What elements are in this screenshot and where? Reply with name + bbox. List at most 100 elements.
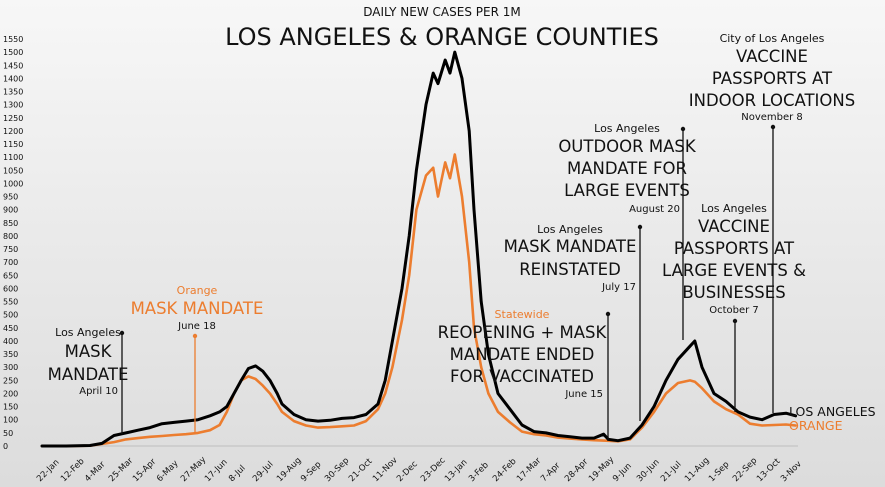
- x-tick-label: 4-Mar: [83, 459, 108, 484]
- x-tick-label: 3-Nov: [779, 459, 804, 484]
- y-axis: 0 50 100 150 200 250 300 350 400 450 500 550 600 650 7…: [3, 35, 23, 451]
- x-tick-label: 30-Jun: [635, 458, 662, 485]
- x-tick-label: 12-Feb: [59, 457, 87, 485]
- annotation-org: Los Angeles: [701, 202, 767, 215]
- annotation-text: BUSINESSES: [682, 283, 785, 302]
- series-line-orange: [40, 153, 797, 448]
- y-tick-label: 950: [3, 193, 18, 202]
- y-tick-label: 700: [3, 258, 18, 267]
- x-tick-label: 3-Feb: [467, 460, 491, 484]
- x-tick-label: 22-Jan: [35, 458, 61, 484]
- y-tick-label: 1050: [3, 166, 23, 175]
- y-tick-label: 1250: [3, 114, 23, 123]
- annotation-text: VACCINE: [736, 47, 808, 66]
- series-line-los-angeles: [40, 50, 798, 448]
- annotation-dot: [605, 311, 611, 317]
- y-tick-label: 1350: [3, 88, 23, 97]
- y-tick-label: 600: [3, 284, 18, 293]
- annotations-group: Los Angeles MASK MANDATE April 10 Orange MASK…: [48, 32, 855, 441]
- annotation-org: Los Angeles: [594, 122, 660, 135]
- x-tick-label: 30-Sep: [323, 456, 351, 484]
- y-tick-label: 900: [3, 206, 18, 215]
- annotation-org: Los Angeles: [537, 223, 603, 236]
- y-tick-label: 1200: [3, 127, 23, 136]
- annotation: Los Angeles VACCINE PASSPORTS AT LARGE EVEN…: [662, 202, 806, 412]
- chart-title: LOS ANGELES & ORANGE COUNTIES: [225, 23, 659, 51]
- x-tick-label: 22-Sep: [731, 456, 759, 484]
- annotation-org: Los Angeles: [55, 326, 121, 339]
- x-tick-label: 8-Jul: [227, 463, 248, 484]
- x-tick-label: 21-Jul: [659, 460, 683, 484]
- y-tick-label: 300: [3, 363, 18, 372]
- annotation-org: Orange: [177, 284, 218, 297]
- y-tick-label: 150: [3, 403, 18, 412]
- annotation-date: June 18: [177, 321, 216, 332]
- y-tick-label: 50: [3, 429, 13, 438]
- series-group: [40, 50, 798, 448]
- y-tick-label: 400: [3, 337, 18, 346]
- annotation-text: MASK MANDATE: [504, 237, 637, 256]
- annotation: City of Los Angeles VACCINE PASSPORTS AT IN…: [689, 32, 855, 413]
- annotation-text: REOPENING + MASK: [438, 323, 608, 342]
- x-tick-label: 23-Dec: [419, 455, 448, 484]
- annotation: Statewide REOPENING + MASK MANDATE ENDED FO…: [438, 308, 611, 441]
- y-tick-label: 100: [3, 416, 18, 425]
- annotation-dot: [680, 126, 686, 132]
- x-tick-label: 27-May: [179, 455, 208, 484]
- chart-subtitle: DAILY NEW CASES PER 1M: [363, 5, 520, 19]
- annotation-text: REINSTATED: [519, 260, 621, 279]
- y-tick-label: 350: [3, 350, 18, 359]
- annotation-text: LARGE EVENTS &: [662, 261, 806, 280]
- legend-label: LOS ANGELES: [789, 404, 876, 419]
- annotation: Orange MASK MANDATE June 18: [131, 284, 263, 433]
- annotation-date: August 20: [629, 204, 680, 215]
- y-tick-label: 0: [3, 442, 8, 451]
- x-tick-label: 7-Apr: [539, 460, 563, 484]
- annotation-text: MANDATE FOR: [567, 159, 687, 178]
- annotation-text: PASSPORTS AT: [712, 69, 833, 88]
- annotation-date: April 10: [79, 386, 118, 397]
- annotation-date: July 17: [601, 282, 636, 293]
- x-tick-label: 24-Feb: [491, 457, 519, 485]
- y-tick-label: 800: [3, 232, 18, 241]
- annotation-text: OUTDOOR MASK: [558, 137, 697, 156]
- x-tick-label: 13-Jan: [443, 458, 469, 484]
- y-tick-label: 1550: [3, 35, 23, 44]
- y-tick-label: 1500: [3, 48, 23, 57]
- y-tick-label: 250: [3, 376, 18, 385]
- y-tick-label: 850: [3, 219, 18, 228]
- annotation-text: MANDATE ENDED: [450, 345, 595, 364]
- y-tick-label: 650: [3, 271, 18, 280]
- annotation-text: VACCINE: [698, 217, 770, 236]
- legend-label: ORANGE: [789, 418, 843, 433]
- x-tick-label: 19-May: [587, 455, 616, 484]
- annotation-text: MANDATE: [48, 365, 129, 384]
- annotation-date: November 8: [741, 112, 803, 123]
- x-tick-label: 11-Aug: [683, 456, 711, 484]
- annotation-text: FOR VACCINATED: [450, 367, 594, 386]
- x-tick-label: 28-Apr: [563, 457, 591, 485]
- annotation: Los Angeles MASK MANDATE April 10: [48, 326, 129, 434]
- x-tick-label: 29-Jul: [251, 460, 275, 484]
- annotation-dot: [192, 333, 198, 339]
- y-tick-label: 750: [3, 245, 18, 254]
- x-tick-label: 13-Oct: [755, 456, 783, 484]
- x-tick-label: 6-May: [155, 459, 181, 485]
- annotation-date: October 7: [709, 305, 759, 316]
- x-tick-label: 17-Mar: [515, 456, 544, 485]
- x-tick-label: 15-Apr: [131, 457, 159, 485]
- y-tick-label: 1300: [3, 101, 23, 110]
- y-tick-label: 1450: [3, 61, 23, 70]
- annotation-dot: [119, 330, 125, 336]
- annotation-org: City of Los Angeles: [720, 32, 825, 45]
- y-tick-label: 500: [3, 311, 18, 320]
- y-tick-label: 1150: [3, 140, 23, 149]
- annotation-date: June 15: [564, 389, 603, 400]
- y-tick-label: 1000: [3, 179, 23, 188]
- annotation-dot: [770, 124, 776, 130]
